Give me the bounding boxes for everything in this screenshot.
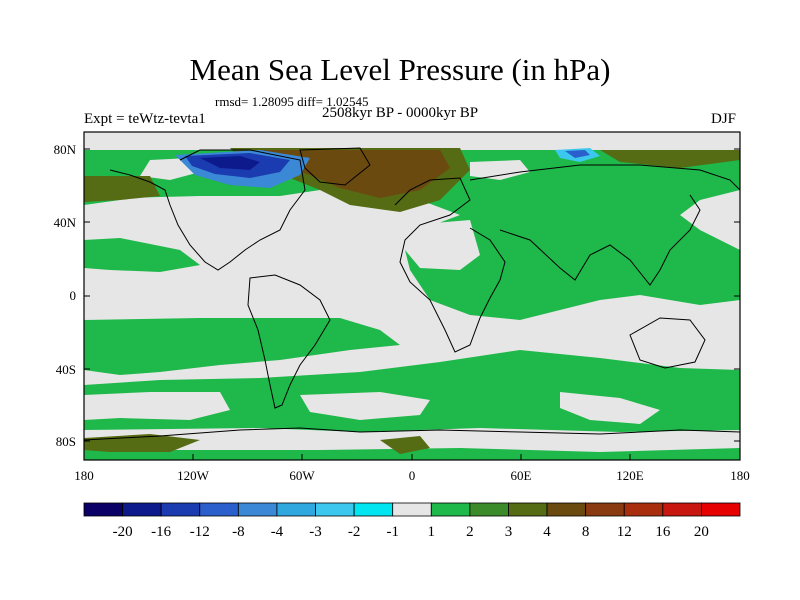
colorbar-label-4: -4: [271, 524, 284, 540]
coast-australia: [629, 317, 706, 369]
lon-tick-labels: 180 120W 60W 0 60E 120E 180: [74, 468, 750, 483]
colorbar-box-3: [199, 502, 239, 517]
colorbar-box-13: [585, 502, 625, 517]
colorbar-box-9: [430, 502, 471, 517]
colorbar-box-16: [701, 502, 741, 517]
colorbar-label-9: 2: [466, 524, 474, 540]
experiment-label: Expt = teWtz-tevta1: [84, 111, 206, 127]
season-label: DJF: [711, 111, 737, 127]
coast-greenland: [299, 147, 371, 186]
colorbar-label-14: 16: [655, 524, 671, 540]
colorbar-box-15: [662, 502, 702, 517]
colorbar-box-11: [508, 502, 548, 517]
lon-tick-0: 0: [409, 468, 416, 483]
colorbar-label-3: -8: [232, 524, 245, 540]
coast-asia: [469, 164, 740, 286]
lat-tick-80n: 80N: [54, 142, 77, 157]
colorbar-label-1: -16: [151, 524, 171, 540]
coastlines: [84, 147, 740, 441]
colorbar-label-10: 3: [505, 524, 513, 540]
colorbar-label-2: -12: [190, 524, 210, 540]
colorbar-label-5: -3: [309, 524, 322, 540]
stats-line: rmsd= 1.28095 diff= 1.02545: [215, 94, 369, 109]
negative-field: [175, 148, 600, 188]
lat-tick-80s: 80S: [56, 434, 76, 449]
map-plot-area: [84, 132, 740, 460]
lat-tick-labels: 80N 40N 0 40S 80S: [54, 142, 77, 449]
colorbar-label-7: -1: [386, 524, 399, 540]
colorbar-label-8: 1: [428, 524, 436, 540]
colorbar: [83, 502, 741, 517]
colorbar-box-5: [276, 502, 316, 517]
lon-tick-60w: 60W: [289, 468, 315, 483]
lon-tick-120e: 120E: [616, 468, 644, 483]
colorbar-label-13: 12: [617, 524, 632, 540]
lon-tick-60e: 60E: [511, 468, 532, 483]
colorbar-box-0: [83, 502, 123, 517]
coast-europe-africa: [394, 177, 506, 353]
lon-tick-180w: 180: [74, 468, 94, 483]
tick-marks: [84, 148, 740, 460]
colorbar-box-1: [122, 502, 162, 517]
colorbar-box-12: [546, 502, 587, 517]
colorbar-label-6: -2: [348, 524, 361, 540]
colorbar-label-0: -20: [113, 524, 133, 540]
lat-tick-0: 0: [70, 288, 77, 303]
colorbar-box-14: [623, 502, 664, 517]
lon-tick-180e: 180: [730, 468, 750, 483]
lat-tick-40s: 40S: [56, 362, 76, 377]
coast-antarctica: [84, 427, 740, 441]
colorbar-box-8: [392, 502, 432, 517]
colorbar-box-7: [353, 502, 394, 517]
colorbar-box-4: [237, 502, 278, 517]
period-label: 2508kyr BP - 0000kyr BP: [322, 105, 479, 121]
colorbar-label-12: 8: [582, 524, 590, 540]
colorbar-labels: -20 -16 -12 -8 -4 -3 -2 -1 1 2 3 4 8 12 16 20: [113, 524, 709, 540]
colorbar-box-6: [315, 502, 355, 517]
lat-tick-40n: 40N: [54, 215, 77, 230]
colorbar-box-10: [469, 502, 509, 517]
coast-north-america: [109, 149, 306, 271]
colorbar-label-15: 20: [694, 524, 709, 540]
colorbar-label-11: 4: [543, 524, 551, 540]
colorbar-box-2: [160, 502, 201, 517]
neutral-patches: [84, 158, 740, 452]
map-title: Mean Sea Level Pressure (in hPa): [189, 52, 611, 87]
lon-tick-120w: 120W: [177, 468, 210, 483]
coast-south-america: [247, 274, 331, 409]
